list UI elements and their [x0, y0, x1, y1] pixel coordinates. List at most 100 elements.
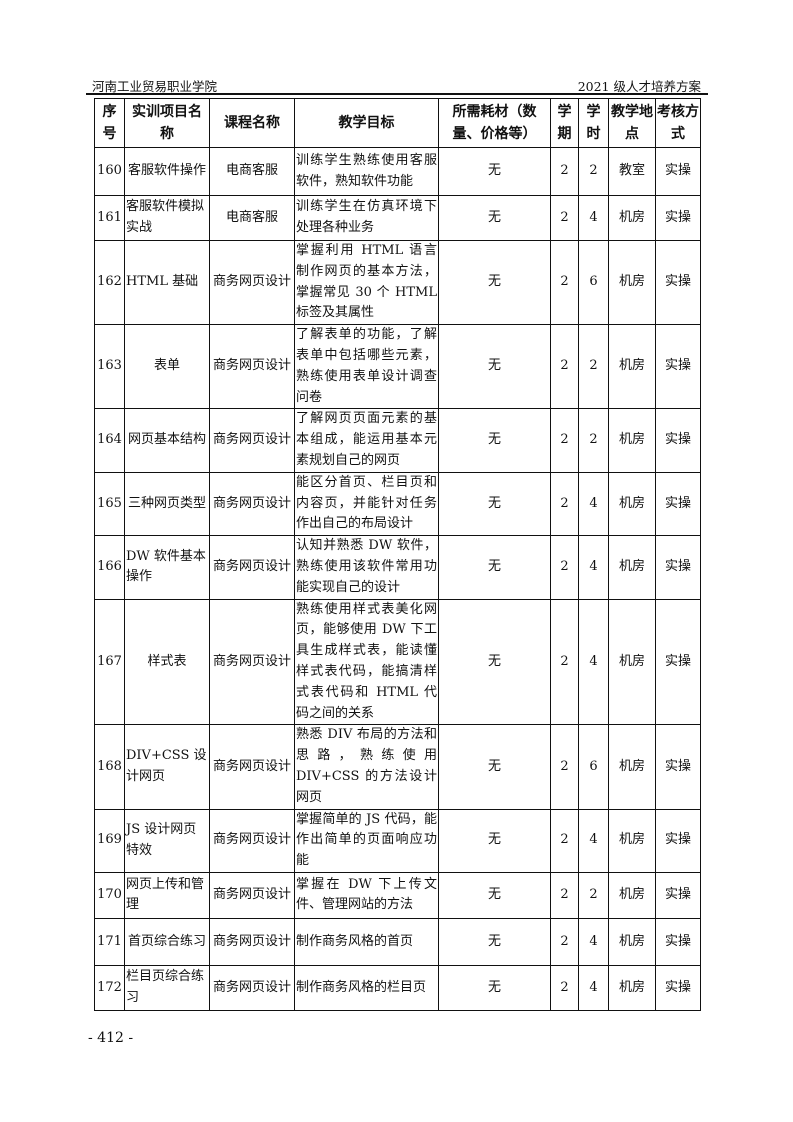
header-institution: 河南工业贸易职业学院 — [92, 79, 218, 94]
page-number: - 412 - — [88, 1030, 134, 1046]
training-table: 序号 实训项目名称 课程名称 教学目标 所需耗材（数量、价格等） 学期 学时 教学地点 考核方式… — [94, 98, 701, 1011]
cell-location: 机房 — [608, 471, 656, 537]
cell-seq: 160 — [94, 147, 125, 196]
cell-materials: 无 — [438, 808, 551, 873]
cell-project-name: 网页基本结构 — [124, 408, 210, 473]
cell-semester: 2 — [550, 871, 579, 919]
cell-teaching-goal: 制作商务风格的栏目页 — [294, 964, 439, 1011]
cell-project-name: 表单 — [124, 324, 210, 410]
cell-course-name: 商务网页设计 — [209, 917, 295, 966]
table-row: 170 网页上传和管理 商务网页设计 掌握在 DW 下上传文件、管理网站的方法无 2 2 机… — [94, 871, 701, 919]
cell-seq: 170 — [94, 871, 125, 919]
cell-teaching-goal: 熟悉 DIV 布局的方法和思路，熟练使用 DIV+CSS 的方法设计网页 — [294, 724, 439, 810]
cell-seq: 171 — [94, 917, 125, 966]
header-plan-title: 2021 级人才培养方案 — [577, 79, 701, 94]
cell-teaching-goal: 训练学生在仿真环境下处理各种业务 — [294, 195, 439, 241]
column-header-assessment: 考核方式 — [655, 98, 701, 148]
column-header-location: 教学地点 — [608, 98, 656, 148]
cell-location: 机房 — [608, 917, 656, 966]
cell-course-name: 商务网页设计 — [209, 324, 295, 410]
cell-semester: 2 — [550, 808, 579, 873]
cell-project-name: 客服软件模拟实战 — [124, 195, 210, 241]
cell-hours: 4 — [578, 195, 609, 241]
cell-assessment: 实操 — [655, 871, 701, 919]
cell-teaching-goal: 了解网页页面元素的基本组成，能运用基本元素规划自己的网页 — [294, 408, 439, 473]
cell-project-name: HTML 基础 — [124, 239, 210, 326]
cell-semester: 2 — [550, 239, 579, 326]
table-row: 169 JS 设计网页特效 商务网页设计 掌握简单的 JS 代码，能作出简单的页面响应… — [94, 808, 701, 873]
cell-project-name: DIV+CSS 设计网页 — [124, 724, 210, 810]
cell-materials: 无 — [438, 324, 551, 410]
cell-location: 机房 — [608, 195, 656, 241]
cell-seq: 161 — [94, 195, 125, 241]
cell-assessment: 实操 — [655, 598, 701, 726]
column-header-materials: 所需耗材（数量、价格等） — [438, 98, 551, 148]
header-rule — [86, 93, 708, 95]
cell-project-name: 栏目页综合练习 — [124, 964, 210, 1011]
cell-course-name: 商务网页设计 — [209, 871, 295, 919]
cell-hours: 6 — [578, 724, 609, 810]
cell-semester: 2 — [550, 598, 579, 726]
cell-teaching-goal: 掌握在 DW 下上传文件、管理网站的方法 — [294, 871, 439, 919]
cell-hours: 4 — [578, 471, 609, 537]
cell-course-name: 商务网页设计 — [209, 598, 295, 726]
column-header-seq: 序号 — [94, 98, 125, 148]
cell-location: 机房 — [608, 808, 656, 873]
cell-seq: 166 — [94, 535, 125, 600]
cell-teaching-goal: 训练学生熟练使用客服软件，熟知软件功能 — [294, 147, 439, 196]
cell-assessment: 实操 — [655, 471, 701, 537]
cell-location: 机房 — [608, 598, 656, 726]
table-row: 161 客服软件模拟实战 电商客服 训练学生在仿真环境下处理各种业务无 2 4 机房 实操 — [94, 195, 701, 241]
column-header-course-name: 课程名称 — [209, 98, 295, 148]
cell-project-name: 网页上传和管理 — [124, 871, 210, 919]
cell-materials: 无 — [438, 917, 551, 966]
cell-semester: 2 — [550, 724, 579, 810]
cell-materials: 无 — [438, 239, 551, 326]
cell-course-name: 商务网页设计 — [209, 808, 295, 873]
cell-hours: 6 — [578, 239, 609, 326]
cell-semester: 2 — [550, 471, 579, 537]
table-row: 160 客服软件操作 电商客服 训练学生熟练使用客服软件，熟知软件功能无 2 2 教室 实操 — [94, 147, 701, 196]
cell-hours: 4 — [578, 535, 609, 600]
column-header-project-name: 实训项目名称 — [124, 98, 210, 148]
cell-course-name: 电商客服 — [209, 147, 295, 196]
cell-materials: 无 — [438, 871, 551, 919]
cell-materials: 无 — [438, 195, 551, 241]
cell-assessment: 实操 — [655, 917, 701, 966]
cell-assessment: 实操 — [655, 324, 701, 410]
cell-assessment: 实操 — [655, 724, 701, 810]
cell-project-name: DW 软件基本操作 — [124, 535, 210, 600]
cell-hours: 4 — [578, 598, 609, 726]
cell-semester: 2 — [550, 147, 579, 196]
cell-assessment: 实操 — [655, 239, 701, 326]
cell-semester: 2 — [550, 324, 579, 410]
cell-hours: 4 — [578, 917, 609, 966]
cell-hours: 4 — [578, 808, 609, 873]
cell-location: 机房 — [608, 724, 656, 810]
cell-hours: 2 — [578, 408, 609, 473]
cell-location: 机房 — [608, 964, 656, 1011]
table-row: 166 DW 软件基本操作 商务网页设计 认知并熟悉 DW 软件，熟练使用该软件常用功… — [94, 535, 701, 600]
cell-seq: 172 — [94, 964, 125, 1011]
cell-seq: 165 — [94, 471, 125, 537]
cell-materials: 无 — [438, 408, 551, 473]
cell-seq: 162 — [94, 239, 125, 326]
cell-seq: 168 — [94, 724, 125, 810]
cell-assessment: 实操 — [655, 147, 701, 196]
column-header-semester: 学期 — [550, 98, 579, 148]
cell-project-name: JS 设计网页特效 — [124, 808, 210, 873]
cell-materials: 无 — [438, 147, 551, 196]
table-row: 165 三种网页类型 商务网页设计 能区分首页、栏目页和内容页，并能针对任务作出自己的… — [94, 471, 701, 537]
cell-assessment: 实操 — [655, 408, 701, 473]
cell-semester: 2 — [550, 195, 579, 241]
cell-assessment: 实操 — [655, 195, 701, 241]
table-row: 171 首页综合练习 商务网页设计 制作商务风格的首页无 2 4 机房 实操 — [94, 917, 701, 966]
cell-project-name: 首页综合练习 — [124, 917, 210, 966]
cell-project-name: 样式表 — [124, 598, 210, 726]
cell-project-name: 客服软件操作 — [124, 147, 210, 196]
cell-seq: 169 — [94, 808, 125, 873]
cell-assessment: 实操 — [655, 808, 701, 873]
cell-materials: 无 — [438, 535, 551, 600]
cell-course-name: 商务网页设计 — [209, 724, 295, 810]
